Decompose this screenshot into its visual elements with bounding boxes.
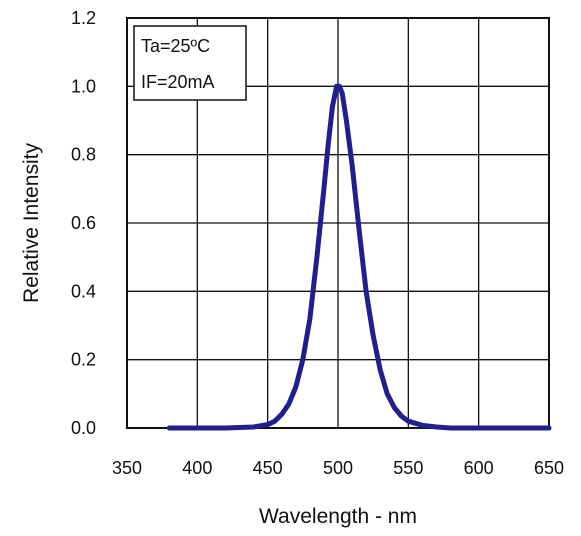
y-tick-label-5: 1.0 bbox=[71, 76, 96, 96]
x-tick-label-4: 550 bbox=[393, 458, 423, 478]
y-tick-label-3: 0.6 bbox=[71, 213, 96, 233]
x-tick-label-3: 500 bbox=[323, 458, 353, 478]
x-tick-label-6: 650 bbox=[534, 458, 564, 478]
y-tick-label-6: 1.2 bbox=[71, 8, 96, 28]
annotation-current: IF=20mA bbox=[141, 72, 215, 92]
plot-frame bbox=[126, 17, 550, 429]
annotation-temperature: Ta=25ºC bbox=[141, 36, 210, 56]
x-axis-tick-labels: 350 400 450 500 550 600 650 bbox=[112, 458, 564, 478]
y-tick-label-4: 0.8 bbox=[71, 145, 96, 165]
y-tick-label-2: 0.4 bbox=[71, 281, 96, 301]
y-axis-label: Relative Intensity bbox=[20, 143, 43, 303]
x-tick-label-0: 350 bbox=[112, 458, 142, 478]
conditions-box bbox=[133, 25, 247, 101]
x-axis-label: Wavelength - nm bbox=[259, 505, 417, 528]
x-tick-label-5: 600 bbox=[464, 458, 494, 478]
y-axis-tick-labels: 0.0 0.2 0.4 0.6 0.8 1.0 1.2 bbox=[71, 8, 96, 438]
x-tick-label-1: 400 bbox=[182, 458, 212, 478]
series-line-relative-intensity bbox=[166, 83, 552, 431]
y-tick-label-1: 0.2 bbox=[71, 350, 96, 370]
y-tick-label-0: 0.0 bbox=[71, 418, 96, 438]
x-tick-label-2: 450 bbox=[253, 458, 283, 478]
